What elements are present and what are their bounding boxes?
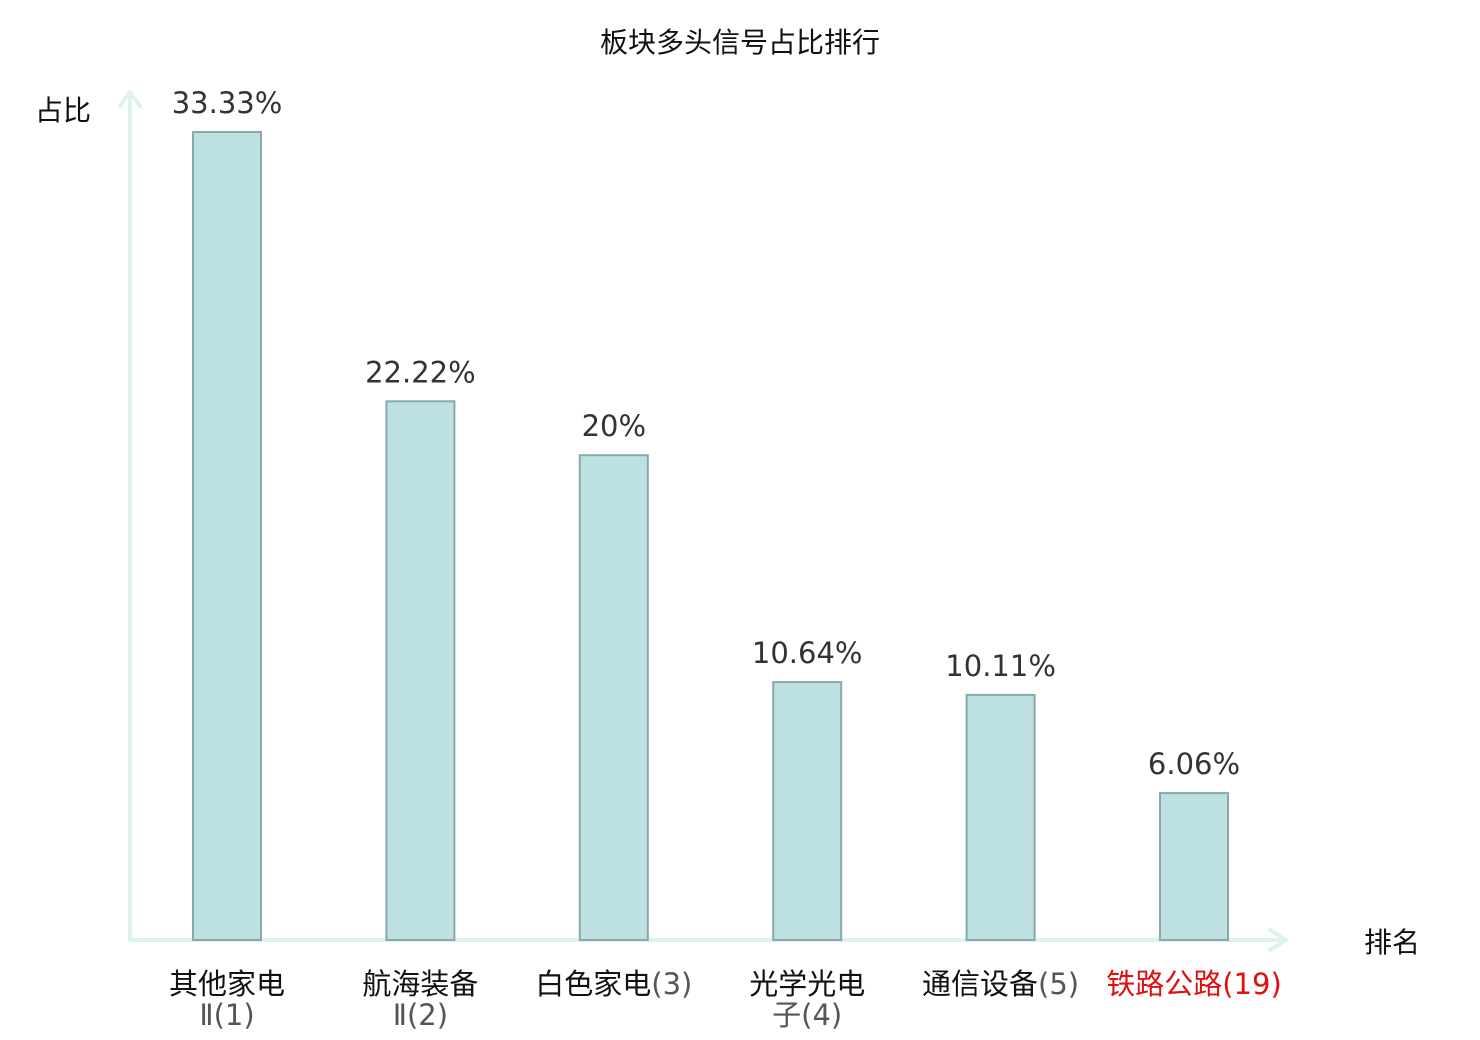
x-tick-label-rank: Ⅱ(1): [199, 998, 254, 1032]
bar: [192, 131, 262, 941]
x-tick-label-name: 航海装备: [362, 967, 478, 1001]
svg-text:白色家电(3): 白色家电(3): [535, 967, 692, 1001]
x-tick-label-name: 光学光电: [749, 967, 865, 1001]
x-tick-label-name: 铁路公路: [1106, 967, 1222, 1001]
y-axis-arrow-icon: [118, 90, 142, 108]
x-tick-label-name: 通信设备: [922, 967, 1038, 1001]
x-tick-label: 通信设备(5): [922, 967, 1079, 1001]
x-tick-label-rank: (3): [651, 967, 692, 1001]
bar-value-label: 10.64%: [752, 636, 863, 670]
bar: [965, 693, 1036, 942]
bar: [772, 681, 843, 941]
x-tick-label-rank: Ⅱ(2): [393, 998, 448, 1032]
bar-value-label: 20%: [582, 409, 646, 443]
bar: [385, 400, 456, 941]
bar-value-label: 6.06%: [1148, 747, 1240, 781]
x-tick-label-name: 白色家电: [535, 967, 651, 1001]
x-axis-title: 排名: [1364, 926, 1420, 959]
x-tick-label-name: 其他家电: [169, 967, 285, 1001]
svg-text:通信设备(5): 通信设备(5): [922, 967, 1079, 1001]
x-tick-label: 白色家电(3): [535, 967, 692, 1001]
x-axis-arrow-icon: [1268, 928, 1288, 952]
bar-value-label: 33.33%: [172, 86, 283, 120]
bar-value-label: 22.22%: [365, 355, 476, 389]
x-tick-label-rank: (19): [1222, 967, 1282, 1001]
bar-value-label: 10.11%: [945, 649, 1056, 683]
svg-text:铁路公路(19): 铁路公路(19): [1106, 967, 1282, 1001]
x-tick-label-rank: (5): [1038, 967, 1079, 1001]
x-tick-label-rank: 子(4): [772, 998, 842, 1032]
x-tick-label: 铁路公路(19): [1106, 967, 1282, 1001]
bar: [578, 454, 649, 941]
y-axis-title: 占比: [35, 94, 91, 127]
chart-title: 板块多头信号占比排行: [600, 26, 880, 59]
bar: [1159, 792, 1229, 941]
